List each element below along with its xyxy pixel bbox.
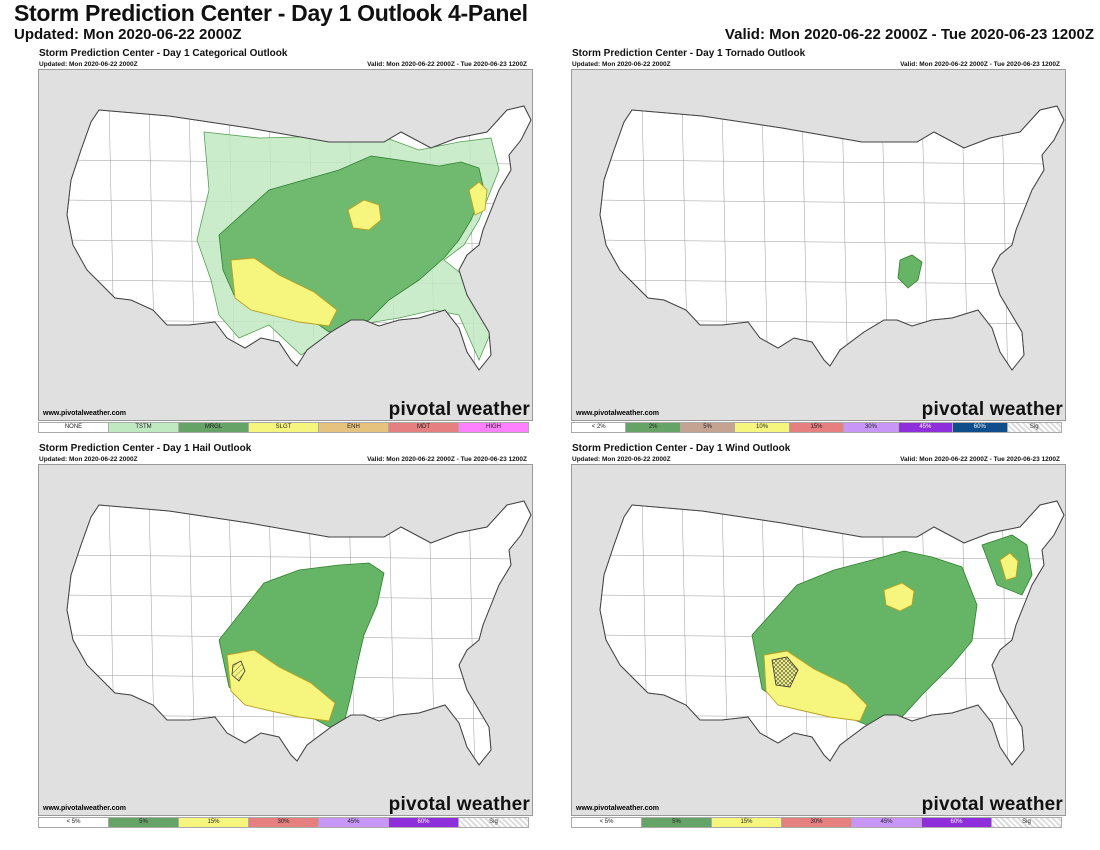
wind-15pct-midwest [883, 582, 915, 612]
brand-logo: pivotal weather [388, 794, 530, 815]
credit-text: www.pivotalweather.com [43, 410, 126, 417]
legend-item: Sig [459, 818, 528, 827]
legend-item: 15% [712, 818, 782, 827]
credit-text: www.pivotalweather.com [576, 805, 659, 812]
panel-updated: Updated: Mon 2020-06-22 2000Z [572, 456, 671, 463]
panel-updated: Updated: Mon 2020-06-22 2000Z [572, 61, 671, 68]
legend-item: < 5% [572, 818, 642, 827]
panel-valid: Valid: Mon 2020-06-22 2000Z - Tue 2020-0… [900, 61, 1060, 68]
legend: < 5% 5% 15% 30% 45% 60% Sig [38, 817, 529, 828]
legend-item: 45% [852, 818, 922, 827]
state-border-line [1001, 106, 1009, 370]
legend-item: MRGL [179, 423, 249, 432]
panel-valid: Valid: Mon 2020-06-22 2000Z - Tue 2020-0… [367, 456, 527, 463]
hail-15pct-area [226, 649, 336, 722]
tornado-map[interactable]: www.pivotalweather.com pivotal weather [571, 69, 1066, 421]
brand-logo: pivotal weather [921, 794, 1063, 815]
wind-map[interactable]: www.pivotalweather.com pivotal weather [571, 464, 1066, 816]
credit-text: www.pivotalweather.com [43, 805, 126, 812]
legend-item: Sig [1007, 423, 1061, 432]
legend-item: 5% [680, 423, 736, 432]
legend: < 5% 5% 15% 30% 45% 60% Sig [571, 817, 1062, 828]
legend-item: < 2% [572, 423, 627, 432]
brand-logo: pivotal weather [921, 399, 1063, 420]
panel-title: Storm Prediction Center - Day 1 Wind Out… [572, 443, 791, 454]
legend-item: 45% [319, 818, 389, 827]
legend-item: 60% [922, 818, 992, 827]
legend-item: 2% [626, 423, 681, 432]
legend-item: 30% [844, 423, 899, 432]
tornado-2pct-area [897, 254, 923, 289]
panel-updated: Updated: Mon 2020-06-22 2000Z [39, 456, 138, 463]
panel-updated: Updated: Mon 2020-06-22 2000Z [39, 61, 138, 68]
legend-item: ENH [319, 423, 389, 432]
state-border-line [600, 239, 1053, 245]
state-border-line [600, 554, 1053, 560]
header-updated: Updated: Mon 2020-06-22 2000Z [14, 26, 242, 43]
state-border-line [600, 159, 1053, 165]
legend-item: SLGT [249, 423, 319, 432]
panel-valid: Valid: Mon 2020-06-22 2000Z - Tue 2020-0… [367, 61, 527, 68]
panel-title: Storm Prediction Center - Day 1 Tornado … [572, 48, 806, 59]
brand-logo: pivotal weather [388, 399, 530, 420]
legend: < 2% 2% 5% 10% 15% 30% 45% 60% Sig [571, 422, 1062, 433]
state-border-line [600, 199, 1053, 205]
legend-item: 5% [642, 818, 712, 827]
panel-valid: Valid: Mon 2020-06-22 2000Z - Tue 2020-0… [900, 456, 1060, 463]
legend-item: < 5% [39, 818, 109, 827]
hail-map[interactable]: www.pivotalweather.com pivotal weather [38, 464, 533, 816]
legend-item: HIGH [459, 423, 528, 432]
legend-item: 30% [249, 818, 319, 827]
credit-text: www.pivotalweather.com [576, 410, 659, 417]
categorical-panel: Storm Prediction Center - Day 1 Categori… [33, 48, 533, 438]
wind-panel: Storm Prediction Center - Day 1 Wind Out… [566, 443, 1066, 833]
legend-item: 45% [898, 423, 954, 432]
legend-item: 10% [735, 423, 790, 432]
legend-item: TSTM [109, 423, 179, 432]
hail-sig-area [231, 660, 246, 682]
legend-item: 60% [389, 818, 459, 827]
slgt-area-plains [230, 257, 338, 327]
legend-item: 15% [179, 818, 249, 827]
panel-title: Storm Prediction Center - Day 1 Categori… [39, 48, 288, 59]
legend-item: Sig [992, 818, 1061, 827]
legend-item: 15% [789, 423, 845, 432]
state-border-line [67, 554, 520, 560]
wind-15pct-east [999, 552, 1019, 581]
legend-item: 30% [782, 818, 852, 827]
categorical-map[interactable]: www.pivotalweather.com pivotal weather [38, 69, 533, 421]
legend-item: 5% [109, 818, 179, 827]
tornado-panel: Storm Prediction Center - Day 1 Tornado … [566, 48, 1066, 438]
legend-item: NONE [39, 423, 109, 432]
legend-item: MDT [389, 423, 459, 432]
state-border-line [841, 106, 849, 370]
legend-item: 60% [953, 423, 1008, 432]
hail-panel: Storm Prediction Center - Day 1 Hail Out… [33, 443, 533, 833]
panel-title: Storm Prediction Center - Day 1 Hail Out… [39, 443, 252, 454]
slgt-area-east [468, 181, 488, 216]
header-valid: Valid: Mon 2020-06-22 2000Z - Tue 2020-0… [724, 26, 1094, 43]
header-title: Storm Prediction Center - Day 1 Outlook … [14, 0, 528, 26]
legend: NONE TSTM MRGL SLGT ENH MDT HIGH [38, 422, 529, 433]
state-border-line [468, 501, 476, 765]
wind-sig-area [771, 656, 799, 688]
slgt-area-midwest [347, 199, 382, 231]
state-border-line [600, 279, 1053, 285]
